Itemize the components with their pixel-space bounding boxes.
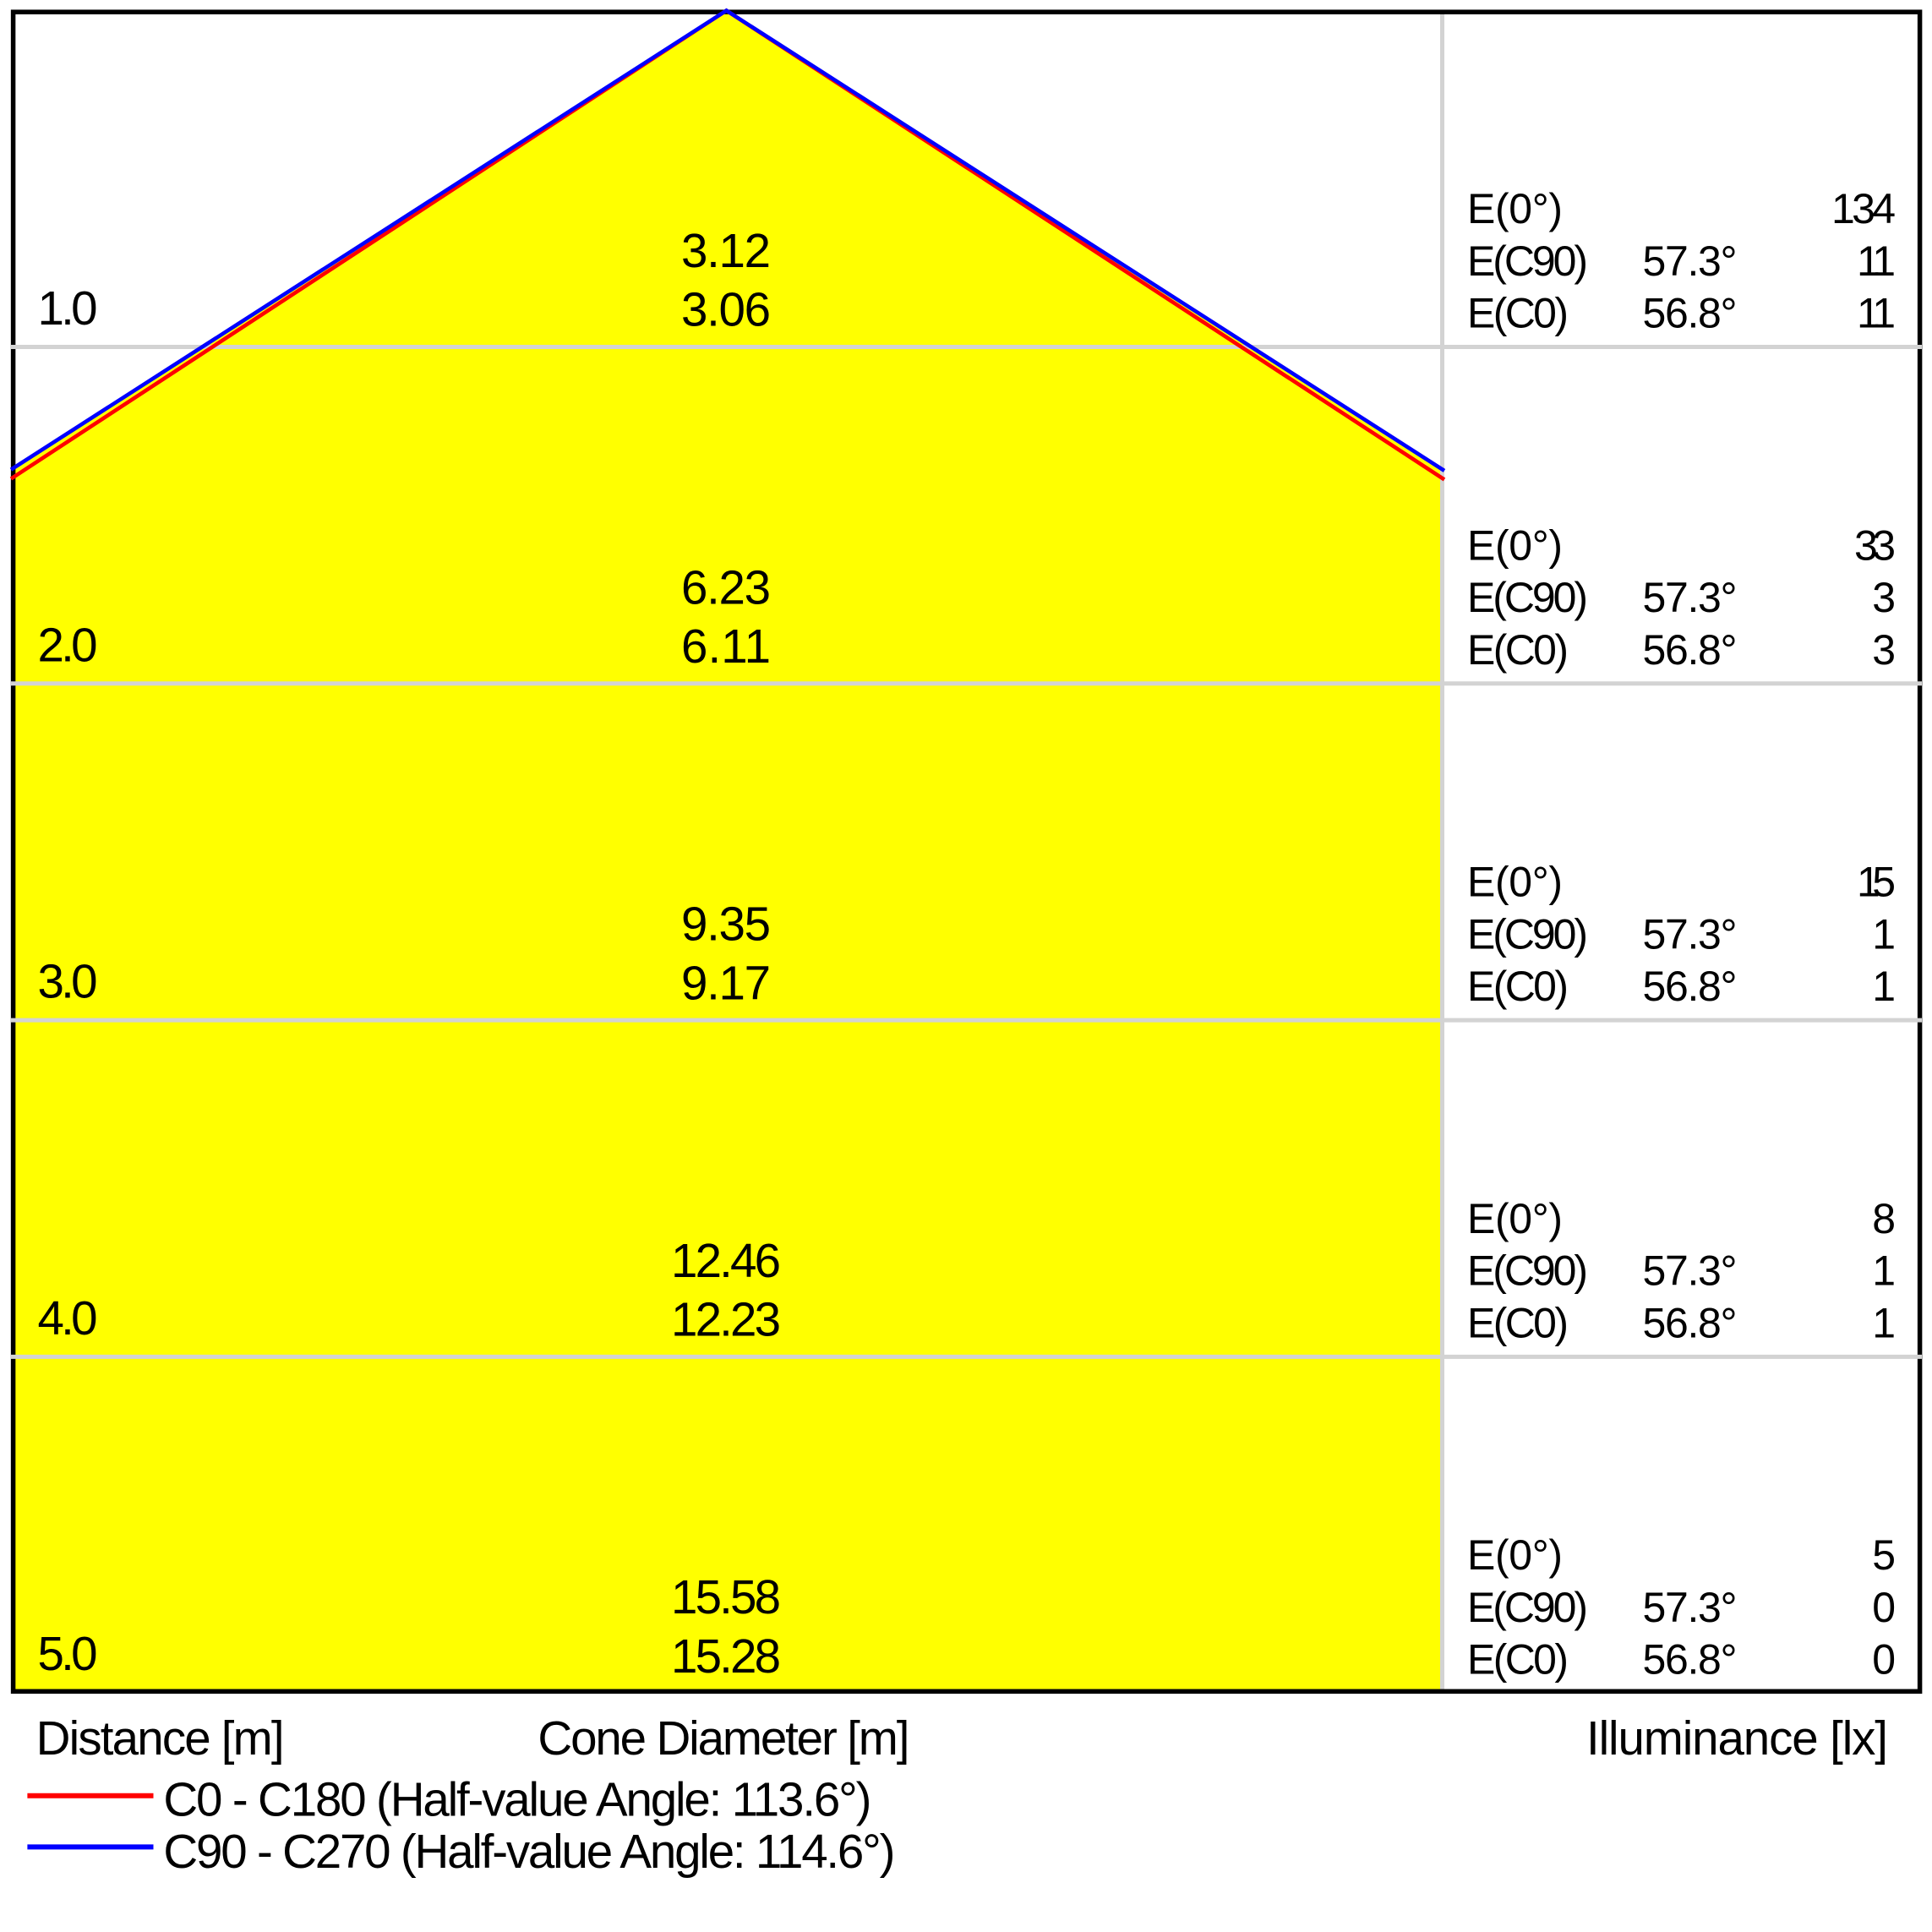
svg-text:C0 - C180 (Half-value Angle: 1: C0 - C180 (Half-value Angle: 113.6°) (163, 1773, 871, 1826)
svg-text:E(0°): E(0°) (1467, 521, 1563, 569)
svg-text:1: 1 (1872, 1247, 1896, 1295)
svg-text:57.3°: 57.3° (1643, 574, 1738, 621)
svg-text:1: 1 (1872, 910, 1896, 958)
svg-text:12.46: 12.46 (671, 1234, 781, 1287)
svg-text:33: 33 (1854, 521, 1896, 569)
svg-text:57.3°: 57.3° (1643, 1247, 1738, 1295)
svg-text:1: 1 (1872, 1299, 1896, 1346)
svg-text:57.3°: 57.3° (1643, 237, 1738, 285)
svg-text:15: 15 (1857, 859, 1896, 906)
svg-text:8: 8 (1872, 1195, 1896, 1242)
svg-text:3.0: 3.0 (38, 955, 98, 1008)
svg-text:E(C90): E(C90) (1467, 1247, 1588, 1295)
svg-text:0: 0 (1872, 1584, 1896, 1631)
svg-text:3.06: 3.06 (681, 283, 771, 336)
svg-text:1.0: 1.0 (38, 281, 98, 335)
svg-text:57.3°: 57.3° (1643, 910, 1738, 958)
svg-text:E(C0): E(C0) (1467, 1299, 1569, 1346)
svg-text:E(C90): E(C90) (1467, 1584, 1588, 1631)
svg-text:Illuminance [lx]: Illuminance [lx] (1586, 1711, 1888, 1765)
svg-text:9.17: 9.17 (681, 956, 771, 1009)
svg-text:6.23: 6.23 (681, 560, 771, 614)
svg-text:E(C0): E(C0) (1467, 290, 1569, 337)
svg-text:15.28: 15.28 (671, 1629, 781, 1683)
svg-text:12.23: 12.23 (671, 1293, 781, 1346)
svg-text:11: 11 (1857, 290, 1896, 337)
svg-text:57.3°: 57.3° (1643, 1584, 1738, 1631)
svg-text:1: 1 (1872, 963, 1896, 1010)
svg-text:6.11: 6.11 (681, 619, 771, 673)
svg-text:56.8°: 56.8° (1643, 1636, 1738, 1684)
svg-text:E(C0): E(C0) (1467, 626, 1569, 674)
svg-text:3.12: 3.12 (681, 224, 771, 277)
svg-text:0: 0 (1872, 1636, 1896, 1684)
svg-text:9.35: 9.35 (681, 898, 771, 951)
svg-text:E(C0): E(C0) (1467, 963, 1569, 1010)
svg-text:Cone Diameter [m]: Cone Diameter [m] (538, 1711, 909, 1765)
svg-text:56.8°: 56.8° (1643, 963, 1738, 1010)
svg-text:56.8°: 56.8° (1643, 1299, 1738, 1346)
svg-text:5: 5 (1872, 1531, 1896, 1579)
svg-text:3: 3 (1872, 574, 1896, 621)
svg-text:56.8°: 56.8° (1643, 626, 1738, 674)
svg-text:3: 3 (1872, 626, 1896, 674)
svg-text:4.0: 4.0 (38, 1291, 98, 1345)
svg-text:E(0°): E(0°) (1467, 859, 1563, 906)
svg-text:E(C0): E(C0) (1467, 1636, 1569, 1684)
svg-text:E(0°): E(0°) (1467, 1195, 1563, 1242)
svg-text:C90 - C270 (Half-value Angle:: C90 - C270 (Half-value Angle: 114.6°) (163, 1825, 895, 1878)
svg-text:E(0°): E(0°) (1467, 185, 1563, 232)
svg-text:134: 134 (1831, 185, 1896, 232)
svg-text:Distance [m]: Distance [m] (36, 1711, 285, 1765)
svg-text:E(C90): E(C90) (1467, 910, 1588, 958)
svg-text:15.58: 15.58 (671, 1570, 781, 1624)
svg-text:E(C90): E(C90) (1467, 574, 1588, 621)
svg-text:5.0: 5.0 (38, 1627, 98, 1680)
svg-text:E(C90): E(C90) (1467, 237, 1588, 285)
svg-text:56.8°: 56.8° (1643, 290, 1738, 337)
svg-text:E(0°): E(0°) (1467, 1531, 1563, 1579)
svg-text:11: 11 (1857, 237, 1896, 285)
svg-text:2.0: 2.0 (38, 618, 98, 671)
